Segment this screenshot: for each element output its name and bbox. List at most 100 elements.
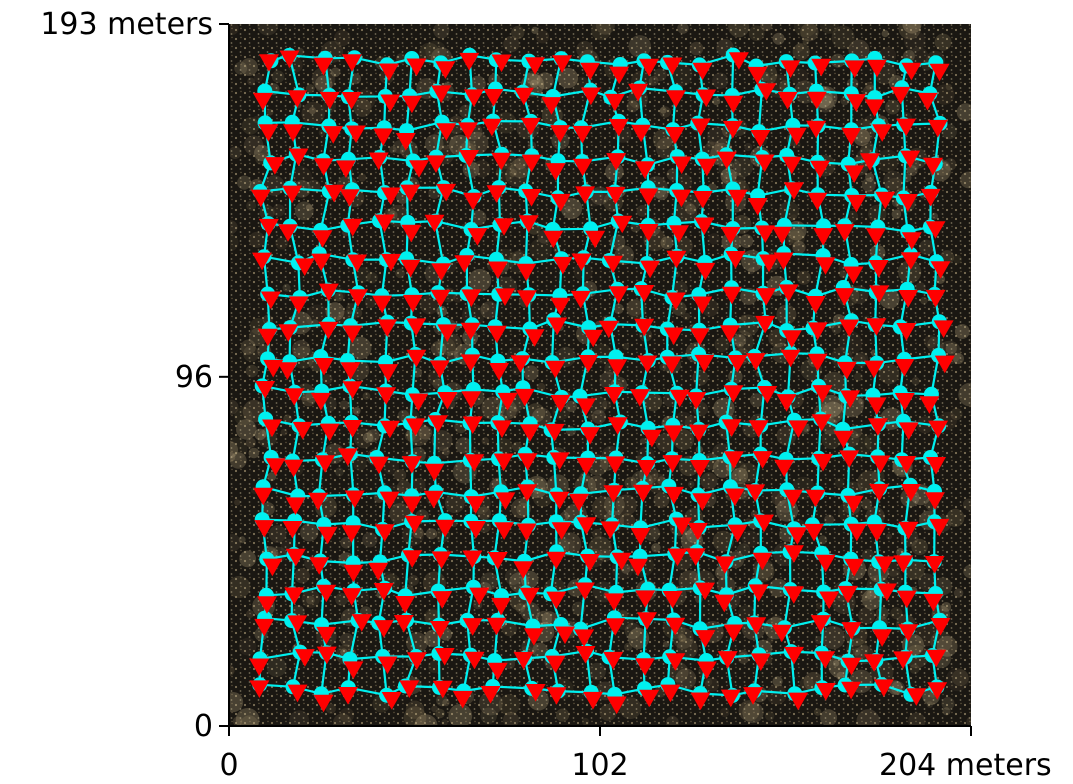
prediction-marker xyxy=(805,489,826,508)
prediction-marker xyxy=(552,55,573,73)
prediction-marker xyxy=(844,165,865,183)
prediction-marker xyxy=(462,416,483,434)
prediction-marker xyxy=(901,62,922,81)
prediction-marker xyxy=(255,381,276,399)
prediction-marker xyxy=(752,552,773,571)
prediction-marker xyxy=(546,591,567,610)
prediction-marker xyxy=(696,89,717,108)
prediction-marker xyxy=(772,226,793,245)
prediction-marker xyxy=(465,521,486,539)
prediction-marker xyxy=(546,551,567,570)
prediction-marker xyxy=(550,193,571,212)
prediction-marker xyxy=(841,128,862,146)
prediction-marker xyxy=(604,93,625,112)
prediction-marker xyxy=(759,254,779,273)
prediction-marker xyxy=(728,52,749,70)
prediction-marker xyxy=(727,189,748,208)
prediction-marker xyxy=(278,224,298,242)
prediction-marker xyxy=(919,396,940,414)
prediction-marker xyxy=(604,593,625,611)
prediction-marker xyxy=(379,420,400,439)
prediction-marker xyxy=(606,696,627,715)
prediction-marker xyxy=(866,397,887,415)
prediction-marker xyxy=(381,253,401,272)
prediction-marker xyxy=(784,646,804,665)
prediction-marker xyxy=(815,651,836,669)
prediction-marker xyxy=(374,214,395,233)
prediction-marker xyxy=(663,425,684,443)
prediction-marker xyxy=(692,62,713,81)
prediction-marker xyxy=(317,526,338,545)
prediction-marker xyxy=(579,554,600,572)
prediction-marker xyxy=(569,493,589,512)
prediction-marker xyxy=(810,160,831,179)
prediction-marker xyxy=(552,256,573,275)
x-tick-label: 102 xyxy=(571,748,628,783)
prediction-marker xyxy=(812,385,833,403)
prediction-marker xyxy=(755,225,776,243)
prediction-marker xyxy=(257,596,277,614)
prediction-marker xyxy=(819,591,840,610)
prediction-marker xyxy=(839,450,860,468)
prediction-marker xyxy=(874,556,895,574)
prediction-marker xyxy=(844,558,865,577)
prediction-marker xyxy=(720,226,741,245)
prediction-marker xyxy=(424,463,445,482)
prediction-marker xyxy=(864,654,885,672)
prediction-marker xyxy=(513,561,534,579)
prediction-marker xyxy=(575,398,596,416)
prediction-marker xyxy=(893,555,914,573)
prediction-marker xyxy=(839,319,860,338)
prediction-marker xyxy=(287,615,308,633)
prediction-marker xyxy=(580,62,601,81)
prediction-marker xyxy=(603,485,624,503)
prediction-marker xyxy=(313,694,334,713)
prediction-marker xyxy=(898,422,919,440)
prediction-marker xyxy=(525,684,546,702)
prediction-marker xyxy=(381,692,402,710)
prediction-marker xyxy=(454,255,475,273)
prediction-marker xyxy=(898,624,919,642)
prediction-marker xyxy=(265,458,286,476)
prediction-marker xyxy=(846,194,867,213)
prediction-marker xyxy=(435,519,456,538)
prediction-marker xyxy=(603,255,623,274)
prediction-marker xyxy=(497,392,518,411)
prediction-marker xyxy=(750,653,771,671)
prediction-marker xyxy=(519,424,540,442)
prediction-marker xyxy=(260,291,281,310)
prediction-marker xyxy=(342,218,363,237)
prediction-marker xyxy=(406,349,427,368)
prediction-marker xyxy=(868,260,889,278)
prediction-marker xyxy=(510,355,531,373)
prediction-marker xyxy=(576,457,597,476)
prediction-marker xyxy=(580,427,600,445)
prediction-marker xyxy=(324,184,345,203)
prediction-marker xyxy=(429,360,450,378)
prediction-marker xyxy=(665,653,686,671)
prediction-marker xyxy=(900,252,921,270)
prediction-marker xyxy=(516,523,537,542)
prediction-marker xyxy=(723,451,744,469)
prediction-marker xyxy=(846,94,867,112)
prediction-marker xyxy=(491,597,512,616)
prediction-marker xyxy=(748,584,769,602)
prediction-marker xyxy=(804,523,824,542)
prediction-marker xyxy=(316,584,337,603)
prediction-marker xyxy=(377,656,398,675)
prediction-marker xyxy=(636,460,657,478)
prediction-marker xyxy=(344,490,365,509)
prediction-marker xyxy=(469,587,490,606)
prediction-marker xyxy=(491,152,512,171)
prediction-marker xyxy=(598,320,619,339)
prediction-marker xyxy=(637,612,657,630)
prediction-marker xyxy=(746,617,767,635)
prediction-marker xyxy=(815,257,836,275)
prediction-marker xyxy=(806,91,827,110)
prediction-marker xyxy=(721,419,742,437)
prediction-marker xyxy=(431,551,452,569)
prediction-marker xyxy=(253,487,274,506)
prediction-marker xyxy=(638,188,659,206)
prediction-marker xyxy=(811,58,832,77)
prediction-marker xyxy=(672,517,692,536)
